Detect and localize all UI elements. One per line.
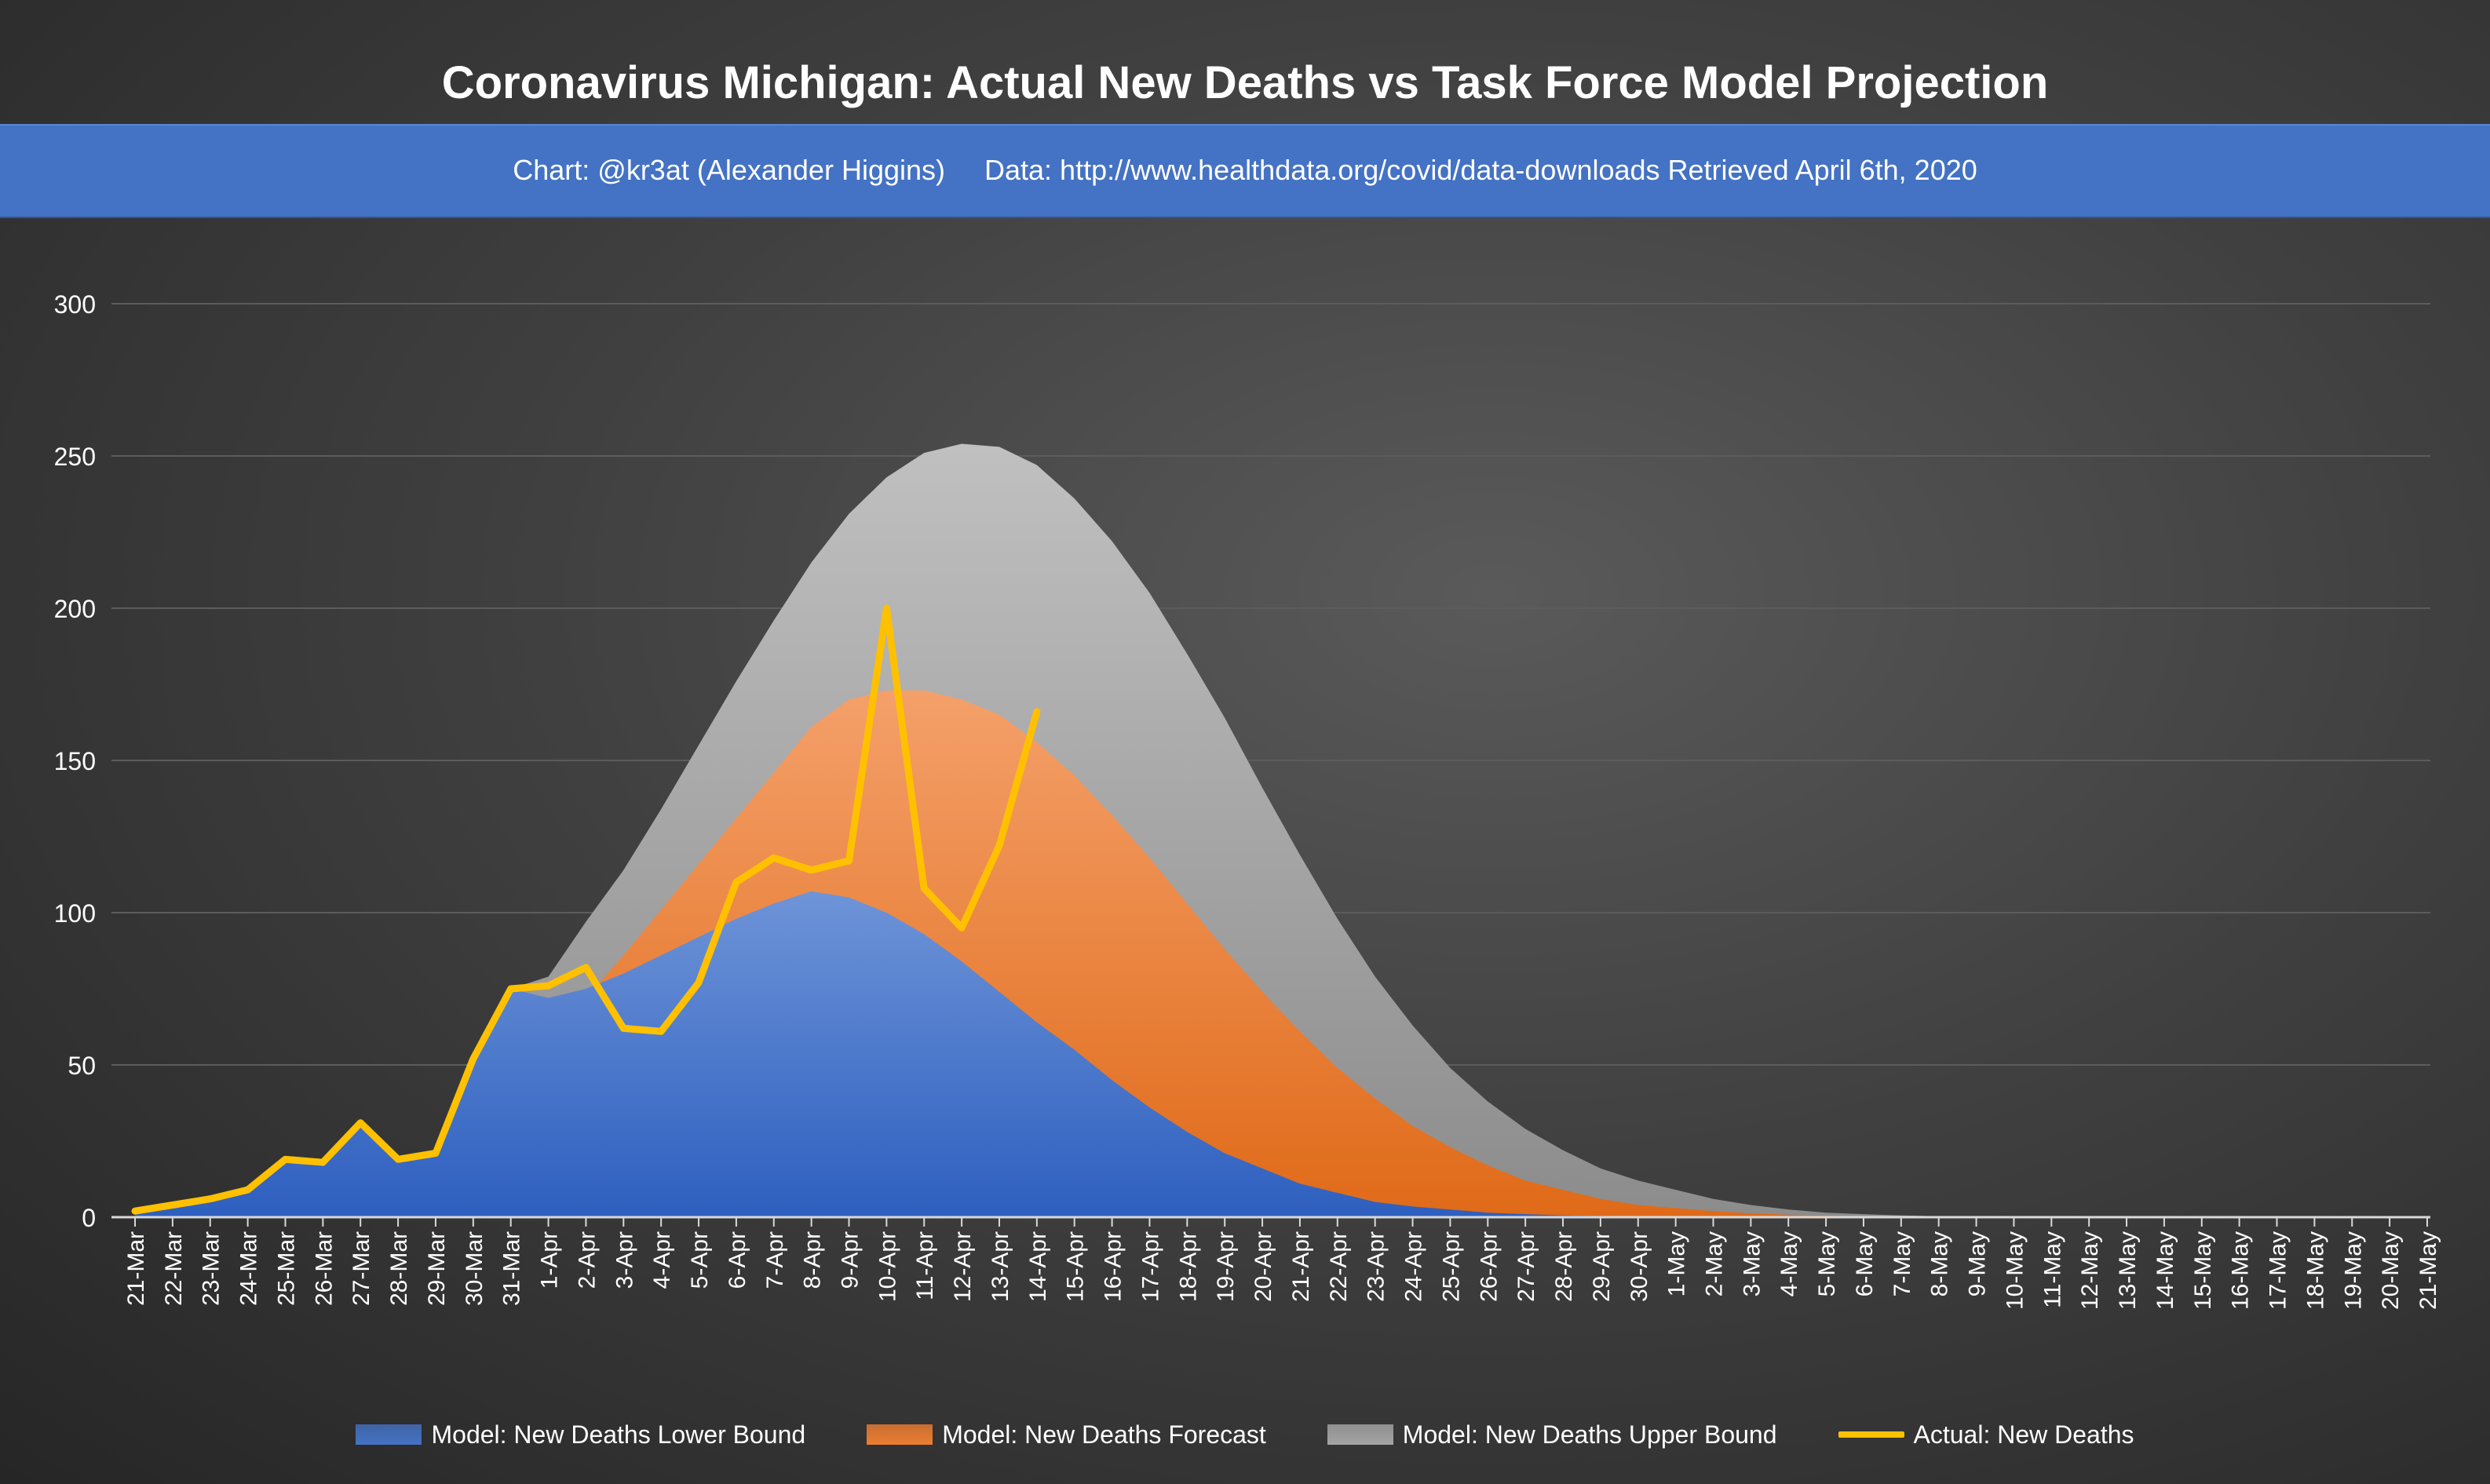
legend-label: Model: New Deaths Lower Bound [431, 1420, 806, 1449]
legend-label: Model: New Deaths Upper Bound [1402, 1420, 1777, 1449]
legend-swatch [1327, 1424, 1393, 1445]
x-tick-label: 3-Apr [612, 1231, 637, 1289]
x-tick-label: 4-Apr [649, 1231, 675, 1289]
axes: 0 50 100 150 200 250 300 21-Mar 22-Mar 23-Mar 24-M… [54, 290, 2441, 1310]
x-tick-label: 29-Mar [424, 1231, 450, 1306]
x-tick-label: 4-May [1776, 1231, 1802, 1296]
x-tick-label: 12-Apr [950, 1231, 976, 1302]
legend-swatch [867, 1424, 933, 1445]
x-tick-label: 14-May [2152, 1231, 2178, 1310]
legend-swatch [356, 1424, 422, 1445]
x-tick-label: 6-Apr [725, 1231, 750, 1289]
x-tick-label: 23-Apr [1364, 1231, 1389, 1302]
legend-label: Actual: New Deaths [1913, 1420, 2134, 1449]
x-tick-label: 16-May [2228, 1231, 2254, 1310]
x-tick-label: 24-Mar [236, 1231, 262, 1306]
legend-item: Model: New Deaths Lower Bound [356, 1420, 805, 1449]
x-tick-label: 9-Apr [838, 1231, 863, 1289]
x-tick-label: 22-Mar [161, 1231, 187, 1306]
x-tick-label: 18-May [2302, 1231, 2328, 1310]
x-tick-label: 5-May [1814, 1231, 1840, 1296]
chart-subtitle: Chart: @kr3at (Alexander Higgins) Data: … [513, 154, 1977, 186]
x-tick-label: 13-Apr [988, 1231, 1013, 1302]
x-tick-label: 23-Mar [199, 1231, 225, 1306]
legend: Model: New Deaths Lower Bound Model: New … [0, 1413, 2490, 1457]
x-tick-label: 9-May [1965, 1231, 1991, 1296]
legend-label: Model: New Deaths Forecast [942, 1420, 1266, 1449]
y-tick-label: 300 [54, 290, 96, 319]
x-tick-label: 3-May [1739, 1231, 1765, 1296]
x-tick-label: 26-Mar [311, 1231, 337, 1306]
x-tick-label: 20-Apr [1250, 1231, 1276, 1302]
x-tick-label: 22-Apr [1326, 1231, 1352, 1302]
x-tick-label: 15-May [2190, 1231, 2216, 1310]
legend-item: Model: New Deaths Forecast [867, 1420, 1266, 1449]
x-tick-label: 8-Apr [800, 1231, 826, 1289]
x-tick-label: 16-Apr [1101, 1231, 1126, 1302]
x-tick-label: 10-May [2002, 1231, 2028, 1310]
x-tick-label: 8-May [1927, 1231, 1953, 1296]
x-tick-label: 17-May [2265, 1231, 2291, 1310]
x-tick-label: 19-Apr [1213, 1231, 1239, 1302]
x-tick-label: 24-Apr [1401, 1231, 1427, 1302]
lower-bound-area [135, 891, 1751, 1217]
x-tick-label: 30-Mar [462, 1231, 487, 1306]
x-tick-label: 25-Mar [274, 1231, 300, 1306]
x-tick-label: 27-Apr [1513, 1231, 1539, 1302]
x-tick-label: 19-May [2340, 1231, 2366, 1310]
x-tick-label: 21-Apr [1288, 1231, 1314, 1302]
x-tick-label: 12-May [2077, 1231, 2103, 1310]
legend-item: Model: New Deaths Upper Bound [1327, 1420, 1777, 1449]
x-tick-label: 17-Apr [1138, 1231, 1164, 1302]
legend-swatch [1838, 1431, 1904, 1438]
x-tick-label: 27-Mar [349, 1231, 374, 1306]
chart-title: Coronavirus Michigan: Actual New Deaths … [441, 57, 2049, 108]
x-tick-label: 31-Mar [499, 1231, 525, 1306]
legend-item: Actual: New Deaths [1838, 1420, 2134, 1449]
y-tick-label: 0 [82, 1204, 96, 1232]
x-tick-label: 11-Apr [912, 1231, 938, 1300]
x-tick-label: 11-May [2039, 1231, 2065, 1308]
x-tick-label: 2-Apr [574, 1231, 600, 1289]
x-tick-label: 20-May [2378, 1231, 2404, 1310]
series-layer [131, 443, 1939, 1217]
x-tick-label: 2-May [1702, 1231, 1728, 1296]
y-tick-label: 200 [54, 595, 96, 623]
x-tick-label: 10-Apr [874, 1231, 900, 1302]
y-tick-label: 100 [54, 899, 96, 928]
y-tick-label: 150 [54, 747, 96, 775]
x-tick-label: 1-Apr [537, 1231, 563, 1289]
x-tick-label: 25-Apr [1438, 1231, 1464, 1302]
subtitle-band: Chart: @kr3at (Alexander Higgins) Data: … [0, 124, 2490, 218]
actual-deaths-line [131, 604, 1041, 1215]
x-tick-label: 28-Apr [1551, 1231, 1577, 1302]
x-tick-label: 1-May [1664, 1231, 1690, 1296]
x-tick-label: 7-Apr [762, 1231, 788, 1289]
x-tick-label: 26-Apr [1476, 1231, 1502, 1302]
x-tick-label: 14-Apr [1025, 1231, 1051, 1302]
x-tick-label: 6-May [1852, 1231, 1878, 1296]
x-tick-label: 15-Apr [1063, 1231, 1089, 1302]
x-tick-label: 28-Mar [386, 1231, 412, 1306]
x-tick-label: 13-May [2115, 1231, 2141, 1310]
y-tick-label: 250 [54, 443, 96, 471]
x-tick-label: 7-May [1889, 1231, 1915, 1296]
y-tick-label: 50 [68, 1052, 96, 1080]
x-tick-label: 18-Apr [1175, 1231, 1201, 1302]
x-tick-label: 21-May [2415, 1231, 2441, 1310]
x-tick-label: 21-Mar [123, 1231, 149, 1306]
x-tick-label: 29-Apr [1589, 1231, 1615, 1302]
x-tick-label: 5-Apr [687, 1231, 713, 1289]
x-tick-label: 30-Apr [1627, 1231, 1652, 1302]
